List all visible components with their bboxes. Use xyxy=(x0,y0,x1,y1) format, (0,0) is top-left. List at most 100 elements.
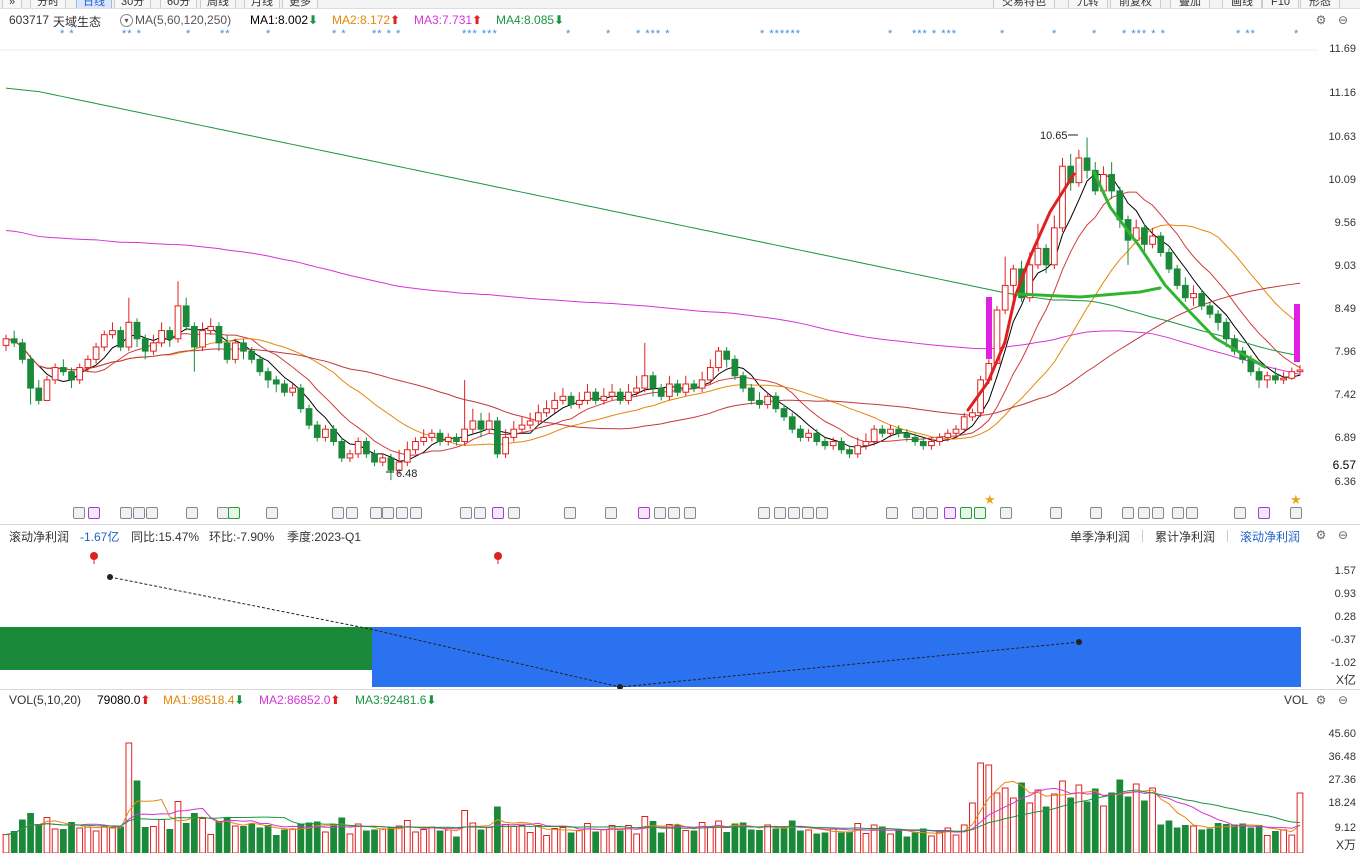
event-icon[interactable] xyxy=(370,507,382,519)
profit-axis: 1.57 0.93 0.28 -0.37 -1.02 X亿 xyxy=(1318,560,1360,690)
event-icon[interactable] xyxy=(684,507,696,519)
event-icon[interactable] xyxy=(912,507,924,519)
tab-more[interactable]: 更多 xyxy=(282,0,318,8)
event-icon[interactable] xyxy=(1186,507,1198,519)
event-icon[interactable] xyxy=(186,507,198,519)
event-icon[interactable] xyxy=(410,507,422,519)
tab-cumulative-profit[interactable]: 累计净利润 xyxy=(1155,530,1216,544)
tab-daily[interactable]: 日线 xyxy=(76,0,112,8)
tab-overlay[interactable]: 叠加 xyxy=(1170,0,1210,8)
candle xyxy=(960,412,968,434)
collapse-icon[interactable]: » xyxy=(2,0,23,8)
close-icon[interactable]: ⊖ xyxy=(1337,13,1349,27)
candle xyxy=(666,375,673,401)
event-icon[interactable] xyxy=(788,507,800,519)
event-icon[interactable] xyxy=(382,507,394,519)
event-icon[interactable] xyxy=(460,507,472,519)
event-icon[interactable] xyxy=(1138,507,1150,519)
trend-line-down[interactable] xyxy=(1092,170,1267,369)
close-icon[interactable]: ⊖ xyxy=(1337,693,1349,707)
star-icon[interactable]: ★ xyxy=(984,492,996,507)
event-icon[interactable] xyxy=(73,507,85,519)
event-icon[interactable] xyxy=(1000,507,1012,519)
candle xyxy=(1272,367,1279,384)
event-icon[interactable] xyxy=(564,507,576,519)
pin-icon[interactable] xyxy=(494,552,502,564)
event-icon[interactable] xyxy=(802,507,814,519)
tab-adjust[interactable]: 前复权 xyxy=(1110,0,1161,8)
tab-60min[interactable]: 60分 xyxy=(160,0,198,8)
candle xyxy=(1001,256,1009,315)
event-icon[interactable] xyxy=(944,507,956,519)
event-icon[interactable] xyxy=(332,507,344,519)
axis-tick: 0.28 xyxy=(1334,611,1356,623)
tab-rolling-profit[interactable]: 滚动净利润 xyxy=(1240,530,1301,544)
tab-weekly[interactable]: 周线 xyxy=(200,0,236,8)
tab-monthly[interactable]: 月线 xyxy=(244,0,280,8)
event-icon[interactable] xyxy=(960,507,972,519)
volume-bar xyxy=(526,832,534,853)
event-icon[interactable] xyxy=(133,507,145,519)
volume-bar xyxy=(150,826,157,853)
ma-label[interactable]: MA(5,60,120,250) xyxy=(135,13,232,27)
event-icon[interactable] xyxy=(508,507,520,519)
volume-bar xyxy=(887,833,894,853)
event-icon[interactable] xyxy=(120,507,132,519)
star-icon[interactable]: ★ xyxy=(1290,492,1302,507)
event-icon[interactable] xyxy=(926,507,938,519)
event-icon[interactable] xyxy=(1122,507,1134,519)
pin-icon[interactable] xyxy=(90,552,98,564)
trend-line-up[interactable] xyxy=(966,172,1076,412)
event-icon[interactable] xyxy=(1050,507,1062,519)
event-icon[interactable] xyxy=(1090,507,1102,519)
event-icon[interactable] xyxy=(605,507,617,519)
event-icon[interactable] xyxy=(758,507,770,519)
event-icon[interactable] xyxy=(474,507,486,519)
event-icon[interactable] xyxy=(1258,507,1270,519)
axis-tick: 11.69 xyxy=(1329,43,1356,55)
event-icon[interactable] xyxy=(974,507,986,519)
event-icon[interactable] xyxy=(228,507,240,519)
volume-bar xyxy=(698,822,706,853)
trend-line-flat[interactable] xyxy=(1016,286,1162,299)
tab-trade-feature[interactable]: 交易特色 xyxy=(993,0,1055,8)
event-icon[interactable] xyxy=(638,507,650,519)
event-icon[interactable] xyxy=(396,507,408,519)
tab-intraday[interactable]: 分时 xyxy=(30,0,66,8)
tab-30min[interactable]: 30分 xyxy=(114,0,152,8)
event-icon[interactable] xyxy=(346,507,358,519)
event-icon[interactable] xyxy=(1172,507,1184,519)
event-icon[interactable] xyxy=(816,507,828,519)
event-icon[interactable] xyxy=(88,507,100,519)
event-icon[interactable] xyxy=(1234,507,1246,519)
trend-point xyxy=(1076,639,1082,645)
event-icon[interactable] xyxy=(146,507,158,519)
candlestick-chart[interactable]: 10.65 6.48 xyxy=(0,42,1318,500)
event-icon[interactable] xyxy=(266,507,278,519)
event-icon[interactable] xyxy=(774,507,786,519)
candle xyxy=(43,375,51,401)
tab-draw[interactable]: 画线 xyxy=(1222,0,1262,8)
event-icon[interactable] xyxy=(654,507,666,519)
event-icon[interactable] xyxy=(886,507,898,519)
volume-bar xyxy=(1100,805,1107,853)
close-icon[interactable]: ⊖ xyxy=(1337,528,1349,542)
volume-chart[interactable] xyxy=(0,710,1310,853)
tab-f10[interactable]: F10 xyxy=(1262,0,1299,8)
event-icon[interactable] xyxy=(1290,507,1302,519)
event-icon[interactable] xyxy=(668,507,680,519)
candle xyxy=(1042,244,1050,274)
settings-icon[interactable]: ⚙ xyxy=(1315,693,1327,707)
settings-icon[interactable]: ⚙ xyxy=(1315,13,1327,27)
settings-icon[interactable]: ⚙ xyxy=(1315,528,1327,542)
event-icon[interactable] xyxy=(492,507,504,519)
profit-chart[interactable] xyxy=(0,545,1310,690)
ma-dropdown-icon[interactable]: ▾ xyxy=(120,14,133,27)
tab-nine-turn[interactable]: 九转 xyxy=(1068,0,1108,8)
axis-tick: 27.36 xyxy=(1328,774,1356,786)
tab-single-quarter-profit[interactable]: 单季净利润 xyxy=(1070,530,1131,544)
volume-bar xyxy=(575,830,583,853)
event-icon[interactable] xyxy=(1152,507,1164,519)
candle xyxy=(1214,310,1222,331)
tab-pattern[interactable]: 形态 xyxy=(1300,0,1340,8)
